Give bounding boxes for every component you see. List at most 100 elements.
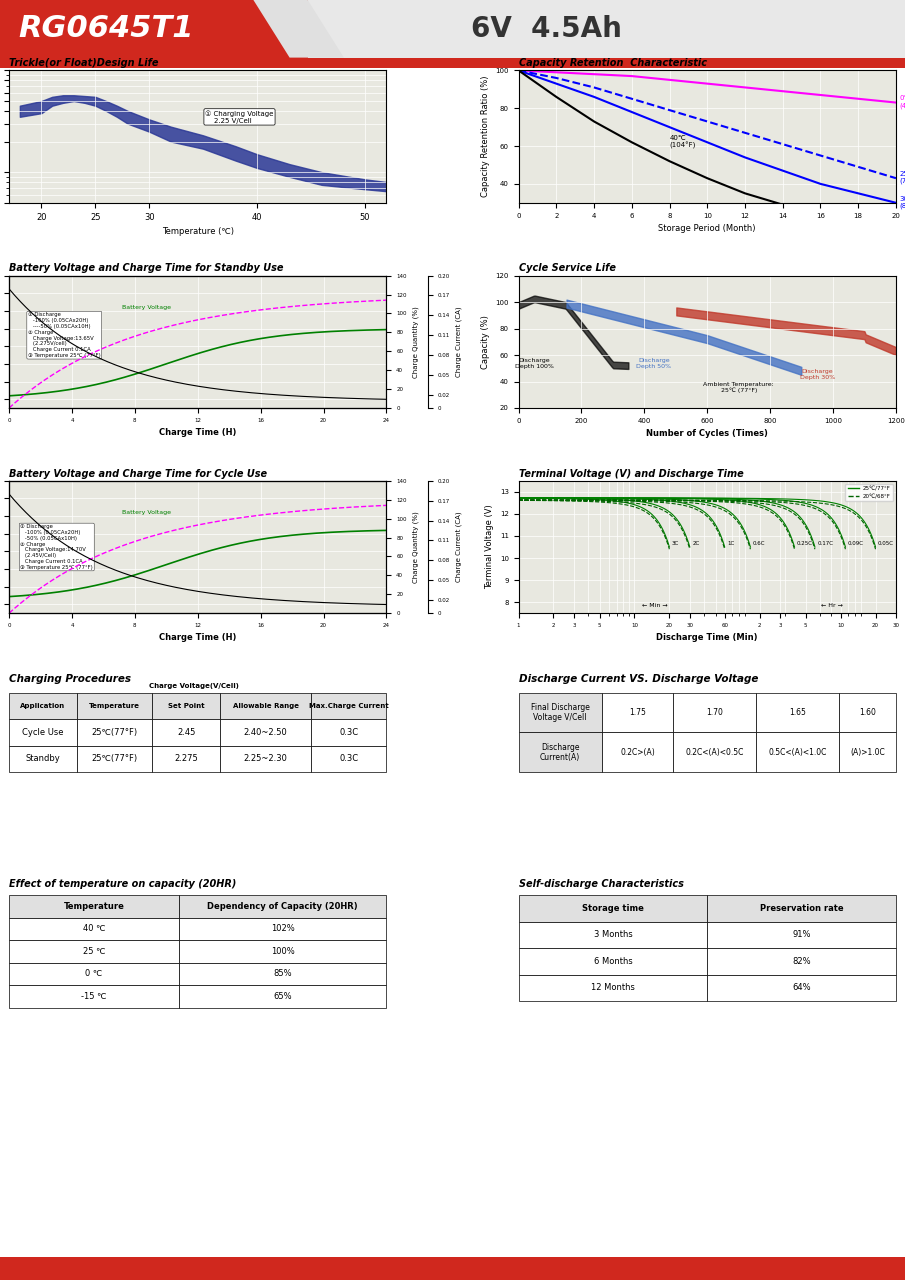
25℃
(77°F)	[815, 147, 826, 163]
Text: Max.Charge Current: Max.Charge Current	[309, 703, 388, 709]
Text: 25℃(77°F): 25℃(77°F)	[91, 728, 138, 737]
Charge Current	[4, 282, 14, 297]
Legend: 25℃/77°F, 20℃/68°F: 25℃/77°F, 20℃/68°F	[845, 484, 893, 500]
Line: Charge Quantity: Charge Quantity	[9, 301, 386, 408]
30℃
(86°F)	[664, 119, 675, 134]
25℃
(77°F)	[739, 125, 750, 141]
Text: ① Discharge
   -100% (0.05CAx20H)
   ----50% (0.05CAx10H)
② Charge
   Charge Vol: ① Discharge -100% (0.05CAx20H) ----50% (…	[28, 312, 100, 358]
Text: Discharge
Depth 50%: Discharge Depth 50%	[636, 358, 672, 369]
Text: 85%: 85%	[273, 969, 292, 978]
40℃
(104°F)	[891, 224, 901, 239]
30℃
(86°F)	[626, 105, 637, 120]
Charge Quantity	[19, 388, 30, 403]
30℃
(86°F)	[891, 195, 901, 210]
25℃
(77°F)	[777, 137, 788, 152]
Battery Voltage	[74, 380, 85, 396]
40℃
(104°F)	[739, 186, 750, 201]
X-axis label: Charge Time (H): Charge Time (H)	[159, 634, 236, 643]
Text: 0 ℃: 0 ℃	[85, 969, 102, 978]
Text: 91%: 91%	[793, 931, 811, 940]
Line: 30℃
(86°F): 30℃ (86°F)	[519, 70, 896, 202]
FancyBboxPatch shape	[519, 922, 707, 948]
Text: Allowable Range: Allowable Range	[233, 703, 299, 709]
Text: Discharge
Depth 30%: Discharge Depth 30%	[800, 369, 835, 380]
Charge Quantity	[348, 294, 359, 310]
Y-axis label: Charge Quantity (%): Charge Quantity (%)	[413, 306, 419, 378]
Text: 1.75: 1.75	[629, 708, 646, 717]
Line: Charge Current: Charge Current	[9, 289, 386, 399]
Line: 0℃
(32°F): 0℃ (32°F)	[519, 70, 896, 102]
30℃
(86°F)	[777, 163, 788, 178]
FancyBboxPatch shape	[9, 918, 179, 941]
Text: Standby: Standby	[25, 754, 61, 763]
0℃
(32°F)	[588, 67, 599, 82]
FancyBboxPatch shape	[179, 895, 386, 918]
Text: Terminal Voltage (V) and Discharge Time: Terminal Voltage (V) and Discharge Time	[519, 468, 743, 479]
30℃
(86°F)	[588, 90, 599, 105]
25℃
(77°F)	[513, 63, 524, 78]
FancyBboxPatch shape	[179, 986, 386, 1007]
Text: 82%: 82%	[792, 957, 811, 966]
FancyBboxPatch shape	[602, 732, 673, 772]
FancyBboxPatch shape	[9, 719, 77, 745]
Text: 1.60: 1.60	[859, 708, 876, 717]
FancyBboxPatch shape	[707, 974, 896, 1001]
25℃
(77°F)	[664, 102, 675, 118]
Charge Quantity	[362, 293, 373, 308]
30℃
(86°F)	[853, 186, 863, 201]
Text: Dependency of Capacity (20HR): Dependency of Capacity (20HR)	[207, 902, 358, 911]
30℃
(86°F)	[701, 134, 712, 150]
Text: Battery Voltage: Battery Voltage	[122, 305, 171, 310]
0℃
(32°F)	[701, 76, 712, 91]
Text: 1.70: 1.70	[707, 708, 723, 717]
FancyBboxPatch shape	[602, 692, 673, 732]
Text: ① Discharge
   -100% (0.05CAx20H)
   -50% (0.05CAx10H)
② Charge
   Charge Voltag: ① Discharge -100% (0.05CAx20H) -50% (0.0…	[21, 525, 93, 570]
Battery Voltage	[104, 374, 115, 389]
25℃
(77°F)	[588, 79, 599, 95]
X-axis label: Number of Cycles (Times): Number of Cycles (Times)	[646, 429, 768, 438]
FancyBboxPatch shape	[152, 719, 221, 745]
FancyBboxPatch shape	[179, 963, 386, 986]
Line: 25℃
(77°F): 25℃ (77°F)	[519, 70, 896, 178]
Text: 2.25~2.30: 2.25~2.30	[243, 754, 288, 763]
Charge Current	[26, 305, 37, 320]
0℃
(32°F)	[551, 64, 562, 79]
Text: 2.275: 2.275	[175, 754, 198, 763]
40℃
(104°F)	[588, 114, 599, 129]
Battery Voltage	[19, 387, 30, 402]
Line: Battery Voltage: Battery Voltage	[9, 330, 386, 396]
FancyBboxPatch shape	[707, 922, 896, 948]
Text: Application: Application	[21, 703, 65, 709]
40℃
(104°F)	[626, 134, 637, 150]
Text: 2.45: 2.45	[177, 728, 195, 737]
Battery Voltage	[381, 323, 392, 338]
FancyBboxPatch shape	[757, 692, 839, 732]
40℃
(104°F)	[551, 90, 562, 105]
FancyBboxPatch shape	[77, 692, 152, 719]
Text: Final Discharge
Voltage V/Cell: Final Discharge Voltage V/Cell	[530, 703, 589, 722]
Text: Set Point: Set Point	[168, 703, 205, 709]
Y-axis label: Terminal Voltage (V): Terminal Voltage (V)	[485, 504, 494, 589]
FancyBboxPatch shape	[519, 974, 707, 1001]
Charge Current	[348, 390, 359, 406]
Text: 3 Months: 3 Months	[594, 931, 633, 940]
Text: Capacity Retention  Characteristic: Capacity Retention Characteristic	[519, 58, 707, 68]
40℃
(104°F)	[815, 209, 826, 224]
Text: 12 Months: 12 Months	[591, 983, 634, 992]
Text: Effect of temperature on capacity (20HR): Effect of temperature on capacity (20HR)	[9, 879, 236, 890]
25℃
(77°F)	[891, 170, 901, 186]
FancyBboxPatch shape	[221, 692, 311, 719]
Text: Battery Voltage and Charge Time for Cycle Use: Battery Voltage and Charge Time for Cycl…	[9, 468, 267, 479]
FancyBboxPatch shape	[308, 0, 905, 58]
FancyBboxPatch shape	[9, 986, 179, 1007]
Text: Discharge Current VS. Discharge Voltage: Discharge Current VS. Discharge Voltage	[519, 673, 757, 684]
Text: 0.05C: 0.05C	[878, 541, 894, 547]
Text: 2.40~2.50: 2.40~2.50	[243, 728, 288, 737]
Charge Quantity	[104, 338, 115, 353]
Text: 0.6C: 0.6C	[753, 541, 766, 547]
Charge Quantity	[74, 352, 85, 367]
Text: Discharge
Current(A): Discharge Current(A)	[540, 742, 580, 762]
Text: ← Hr →: ← Hr →	[821, 603, 843, 608]
Text: 0.25C: 0.25C	[797, 541, 813, 547]
Polygon shape	[253, 0, 344, 58]
